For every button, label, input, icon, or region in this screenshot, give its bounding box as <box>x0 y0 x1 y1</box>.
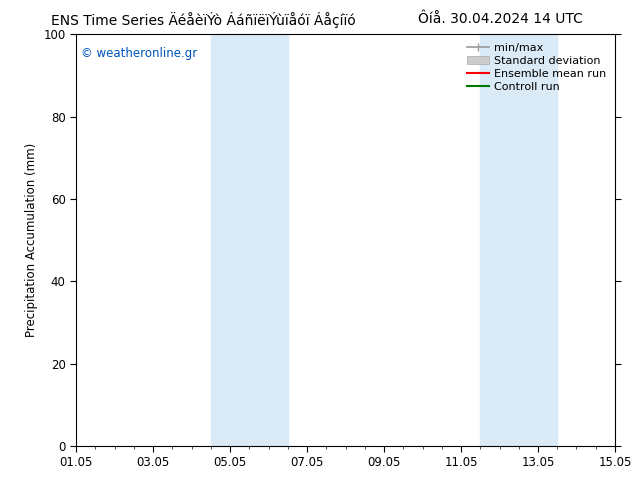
Bar <box>210 34 288 446</box>
Text: Ôíå. 30.04.2024 14 UTC: Ôíå. 30.04.2024 14 UTC <box>418 12 583 26</box>
Bar <box>480 34 557 446</box>
Text: © weatheronline.gr: © weatheronline.gr <box>81 47 198 60</box>
Y-axis label: Precipitation Accumulation (mm): Precipitation Accumulation (mm) <box>25 143 38 337</box>
Legend: min/max, Standard deviation, Ensemble mean run, Controll run: min/max, Standard deviation, Ensemble me… <box>464 40 609 95</box>
Text: ENS Time Series ÄéåèïÝò ÁáñïëïÝùïåóï Áåçíïó: ENS Time Series ÄéåèïÝò ÁáñïëïÝùïåóï Áåç… <box>51 12 356 28</box>
